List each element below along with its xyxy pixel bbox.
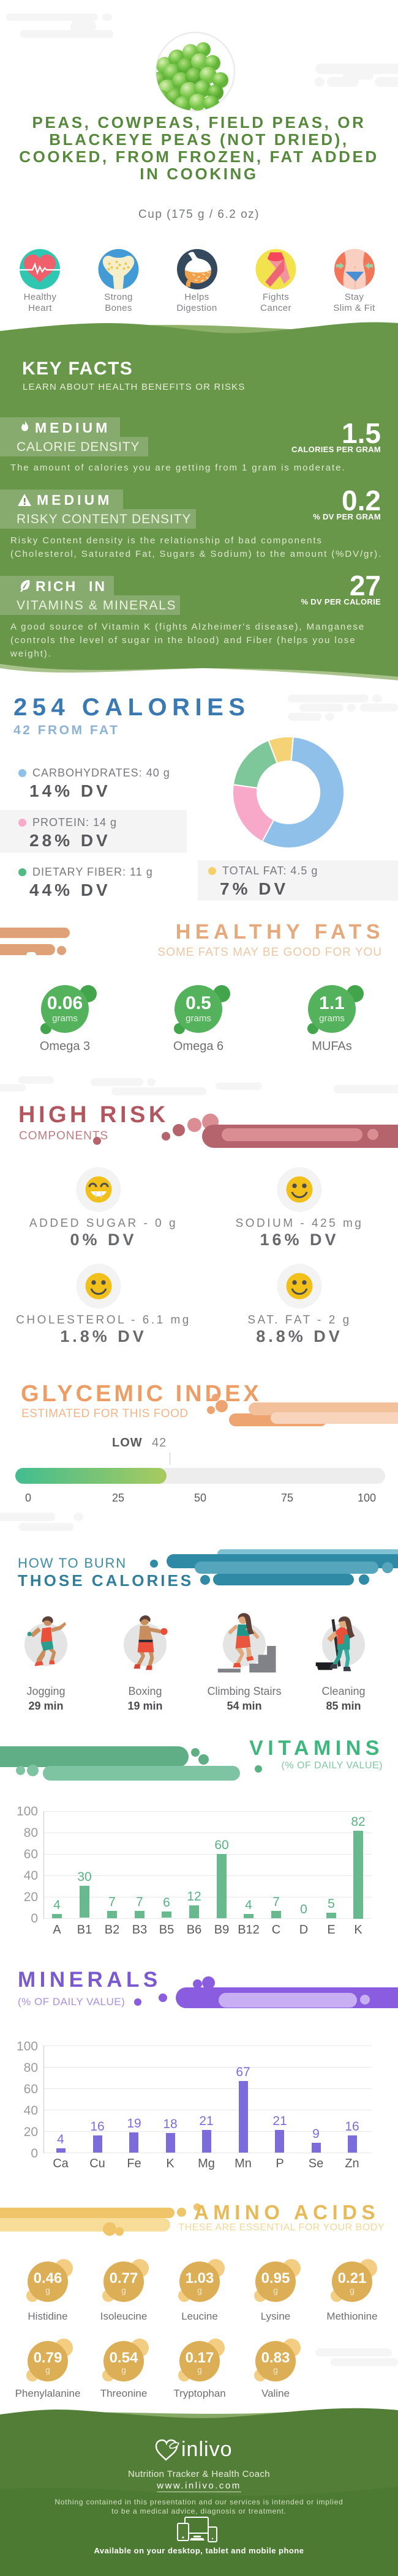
svg-text:0.46: 0.46 [34, 2270, 62, 2287]
svg-text:grams: grams [319, 1013, 345, 1024]
svg-text:g: g [350, 2285, 355, 2295]
svg-text:0.79: 0.79 [34, 2350, 62, 2366]
svg-text:g: g [197, 2285, 202, 2295]
svg-text:0.95: 0.95 [261, 2270, 290, 2287]
svg-text:g: g [197, 2365, 202, 2375]
svg-text:0.83: 0.83 [261, 2350, 290, 2366]
svg-text:1.1: 1.1 [319, 993, 345, 1013]
svg-text:0.5: 0.5 [186, 993, 211, 1013]
svg-text:g: g [273, 2365, 278, 2375]
svg-text:grams: grams [52, 1013, 78, 1024]
svg-text:0.06: 0.06 [47, 993, 83, 1013]
svg-text:g: g [121, 2285, 126, 2295]
svg-text:g: g [45, 2365, 50, 2375]
svg-text:1.03: 1.03 [186, 2270, 214, 2287]
svg-text:g: g [273, 2285, 278, 2295]
svg-text:0.54: 0.54 [110, 2350, 138, 2366]
svg-text:g: g [45, 2285, 50, 2295]
svg-text:0.77: 0.77 [110, 2270, 138, 2287]
svg-text:grams: grams [186, 1013, 211, 1024]
svg-text:0.21: 0.21 [338, 2270, 367, 2287]
svg-text:g: g [121, 2365, 126, 2375]
svg-text:0.17: 0.17 [186, 2350, 214, 2366]
